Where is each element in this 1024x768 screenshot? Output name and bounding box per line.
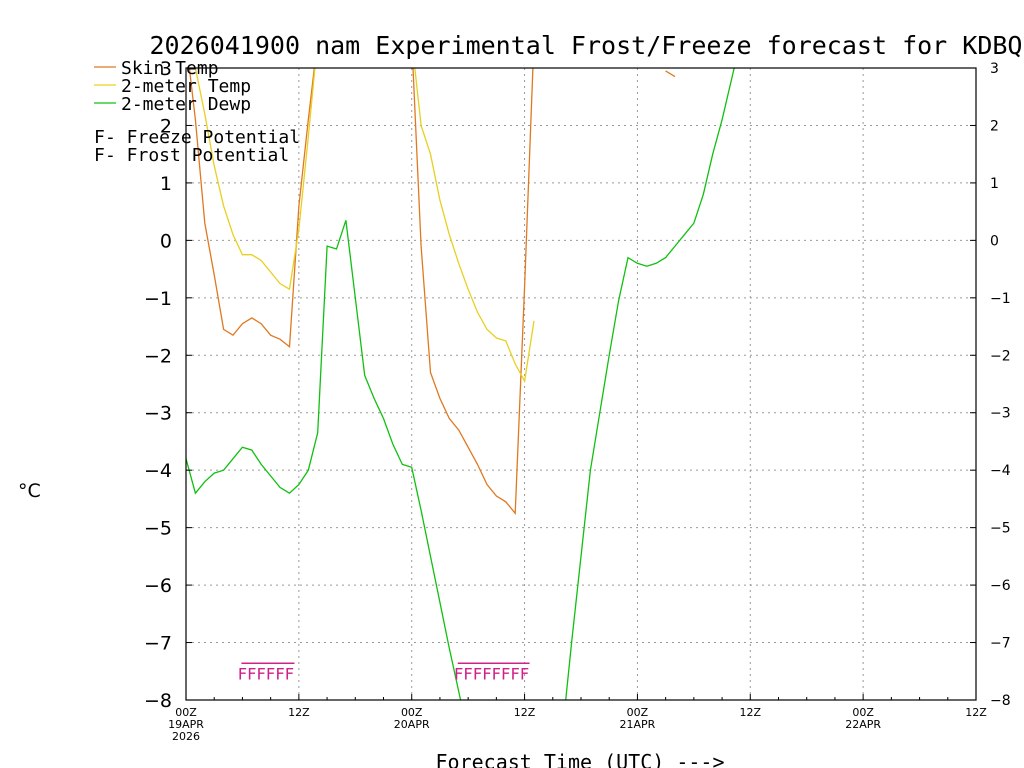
y-tick-label-right: −2 [990, 348, 1011, 364]
y-tick-label-left: −7 [144, 633, 172, 655]
y-tick-label-left: −8 [144, 690, 172, 712]
x-axis-label: Forecast Time (UTC) ---> [436, 750, 725, 768]
series-lines [186, 68, 735, 700]
axis-ticks: 3 3 2 2 1 1 0 0 −1 −1 −2 −2 −3 −3 −4 −4 −5 −5 −6 −6 −7 −7 −8 −8… [144, 58, 1011, 743]
y-tick-label-right: −8 [990, 693, 1011, 709]
x-tick-label: 22APR [845, 718, 881, 731]
freeze-marker-letter: F [275, 664, 284, 683]
y-tick-label-left: −1 [144, 288, 172, 310]
x-tick-label: 20APR [394, 718, 430, 731]
y-tick-label-left: −2 [144, 345, 172, 367]
x-tick-label: 2026 [172, 730, 200, 743]
y-tick-label-left: −4 [144, 460, 172, 482]
y-tick-label-right: −6 [990, 578, 1011, 594]
x-tick-label: 00Z [852, 706, 874, 719]
y-tick-label-left: −3 [144, 403, 172, 425]
legend-label: 2-meter Dewp [121, 94, 251, 115]
freeze-marker-letter: F [511, 664, 520, 683]
y-tick-label-right: 1 [990, 176, 999, 192]
freeze-marker-letter: F [501, 664, 510, 683]
y-tick-label-right: −7 [990, 636, 1011, 652]
y-tick-label-left: 3 [160, 58, 172, 80]
chart-title: 2026041900 nam Experimental Frost/Freeze… [150, 31, 1023, 60]
legend-label: Skin Temp [121, 58, 219, 79]
y-tick-label-right: −1 [990, 291, 1011, 307]
y-tick-label-left: 1 [160, 173, 172, 195]
x-tick-label: 00Z [175, 706, 197, 719]
freeze-marker-letter: F [266, 664, 275, 683]
x-tick-label: 12Z [740, 706, 762, 719]
legend-potential-letter: F [94, 145, 105, 166]
freeze-marker-letter: F [473, 664, 482, 683]
y-tick-label-left: 2 [160, 115, 172, 137]
x-tick-label: 00Z [401, 706, 423, 719]
freeze-marker-letter: F [520, 664, 529, 683]
x-tick-label: 12Z [965, 706, 987, 719]
y-tick-label-right: 3 [990, 61, 999, 77]
grid-lines [186, 68, 976, 700]
x-tick-label: 19APR [168, 718, 204, 731]
y-axis-label: °C [18, 480, 41, 502]
series-line-skin-temp [188, 68, 676, 516]
y-tick-label-right: −3 [990, 406, 1011, 422]
x-tick-label: 12Z [514, 706, 536, 719]
freeze-marker-letter: F [257, 664, 266, 683]
legend-potential-text: - Frost Potential [105, 145, 289, 166]
x-tick-label: 21APR [620, 718, 656, 731]
x-tick-label: 00Z [627, 706, 649, 719]
legend-label: 2-meter Temp [121, 76, 251, 97]
legend-potential-text: - Freeze Potential [105, 127, 300, 148]
y-tick-label-right: −5 [990, 521, 1011, 537]
y-tick-label-right: 2 [990, 118, 999, 134]
series-line-2-meter-temp [194, 68, 535, 384]
freeze-marker-letter: F [464, 664, 473, 683]
y-tick-label-left: 0 [160, 230, 172, 252]
freeze-marker-letter: F [492, 664, 501, 683]
freeze-marker-letter: F [247, 664, 256, 683]
freeze-marker-letter: F [454, 664, 463, 683]
x-tick-label: 12Z [288, 706, 310, 719]
freeze-marker-letter: F [238, 664, 247, 683]
y-tick-label-right: 0 [990, 233, 999, 249]
series-line-2-meter-dewp [186, 68, 735, 700]
legend-potential-letter: F [94, 127, 105, 148]
freeze-marker-letter: F [482, 664, 491, 683]
y-tick-label-left: −6 [144, 575, 172, 597]
plot-frame [185, 67, 977, 701]
y-tick-label-left: −5 [144, 518, 172, 540]
freeze-marker-letter: F [285, 664, 294, 683]
y-tick-label-right: −4 [990, 463, 1011, 479]
